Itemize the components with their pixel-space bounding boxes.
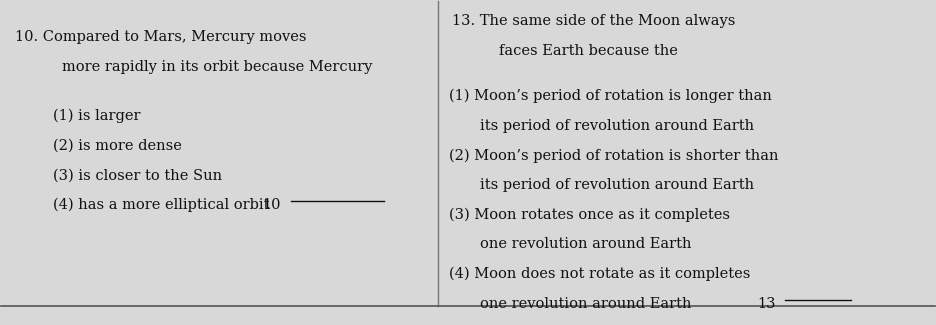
- Text: (4) Moon does not rotate as it completes: (4) Moon does not rotate as it completes: [449, 267, 751, 281]
- Text: more rapidly in its orbit because Mercury: more rapidly in its orbit because Mercur…: [62, 60, 373, 74]
- Text: 13: 13: [757, 296, 776, 311]
- Text: (3) is closer to the Sun: (3) is closer to the Sun: [52, 168, 222, 182]
- Text: 13. The same side of the Moon always: 13. The same side of the Moon always: [452, 14, 736, 28]
- Text: one revolution around Earth: one revolution around Earth: [480, 237, 692, 251]
- Text: (1) is larger: (1) is larger: [52, 109, 140, 124]
- Text: (4) has a more elliptical orbit: (4) has a more elliptical orbit: [52, 198, 270, 212]
- Text: 10. Compared to Mars, Mercury moves: 10. Compared to Mars, Mercury moves: [15, 31, 307, 45]
- Text: (1) Moon’s period of rotation is longer than: (1) Moon’s period of rotation is longer …: [449, 89, 772, 103]
- Text: (2) is more dense: (2) is more dense: [52, 139, 182, 153]
- Text: (3) Moon rotates once as it completes: (3) Moon rotates once as it completes: [449, 208, 730, 222]
- Text: faces Earth because the: faces Earth because the: [499, 44, 678, 58]
- Text: 10: 10: [263, 198, 281, 212]
- Text: (2) Moon’s period of rotation is shorter than: (2) Moon’s period of rotation is shorter…: [449, 148, 779, 163]
- Text: its period of revolution around Earth: its period of revolution around Earth: [480, 119, 754, 133]
- Text: one revolution around Earth: one revolution around Earth: [480, 296, 692, 311]
- Text: its period of revolution around Earth: its period of revolution around Earth: [480, 178, 754, 192]
